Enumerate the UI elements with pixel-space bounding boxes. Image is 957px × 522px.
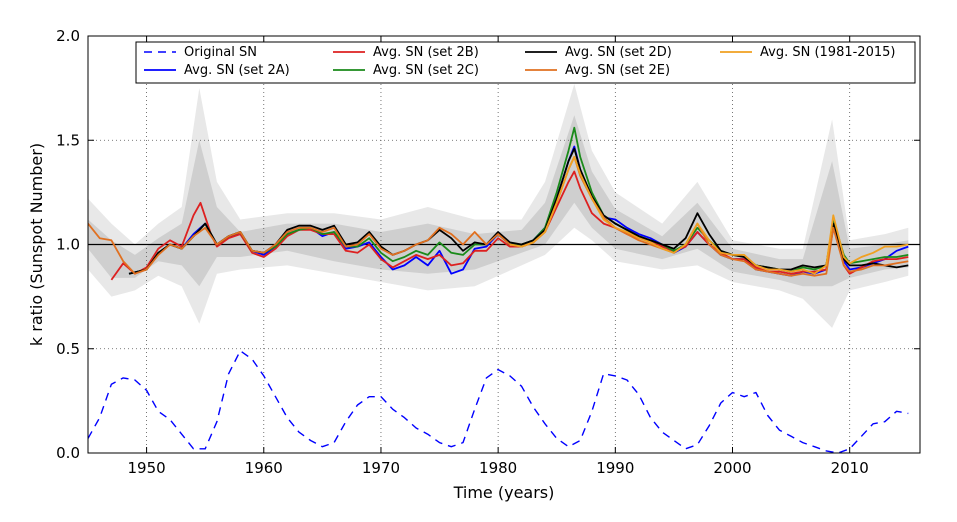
legend: Original SN Avg. SN (set 2A) Avg. SN (set … bbox=[135, 41, 916, 84]
legend-box bbox=[135, 41, 916, 84]
y-axis-label: k ratio (Sunspot Number) bbox=[27, 143, 46, 346]
series-line-6 bbox=[509, 156, 909, 275]
legend-label-2: Avg. SN (set 2B) bbox=[373, 45, 479, 60]
x-tick-label: 2000 bbox=[713, 459, 751, 477]
x-tick-label: 1960 bbox=[245, 459, 283, 477]
x-tick-label: 1950 bbox=[127, 459, 165, 477]
legend-label-6: Avg. SN (1981-2015) bbox=[760, 45, 895, 60]
series-line-2 bbox=[110, 170, 909, 281]
axis-ticks bbox=[88, 35, 920, 454]
legend-label-0: Original SN bbox=[184, 45, 257, 60]
y-tick-label: 1.5 bbox=[56, 131, 80, 149]
band-outer bbox=[88, 84, 909, 328]
band-inner bbox=[88, 115, 909, 287]
x-tick-label: 1980 bbox=[479, 459, 517, 477]
legend-label-4: Avg. SN (set 2D) bbox=[565, 45, 672, 60]
x-tick-label: 1970 bbox=[362, 459, 400, 477]
legend-label-5: Avg. SN (set 2E) bbox=[565, 63, 670, 78]
y-tick-label: 2.0 bbox=[56, 27, 80, 45]
axis-tick-labels: 1950 1960 1970 1980 1990 2000 2010 0.0 0.5 1.0 1.5… bbox=[56, 27, 869, 477]
data-series bbox=[88, 126, 909, 453]
x-tick-label: 1990 bbox=[596, 459, 634, 477]
x-axis-label: Time (years) bbox=[453, 483, 555, 502]
y-tick-label: 0.5 bbox=[56, 340, 80, 358]
legend-label-3: Avg. SN (set 2C) bbox=[373, 63, 479, 78]
y-tick-label: 0.0 bbox=[56, 444, 80, 462]
x-tick-label: 2010 bbox=[831, 459, 869, 477]
legend-label-1: Avg. SN (set 2A) bbox=[184, 63, 290, 78]
y-tick-label: 1.0 bbox=[56, 236, 80, 254]
uncertainty-bands bbox=[88, 84, 909, 328]
series-line-0 bbox=[88, 350, 909, 453]
